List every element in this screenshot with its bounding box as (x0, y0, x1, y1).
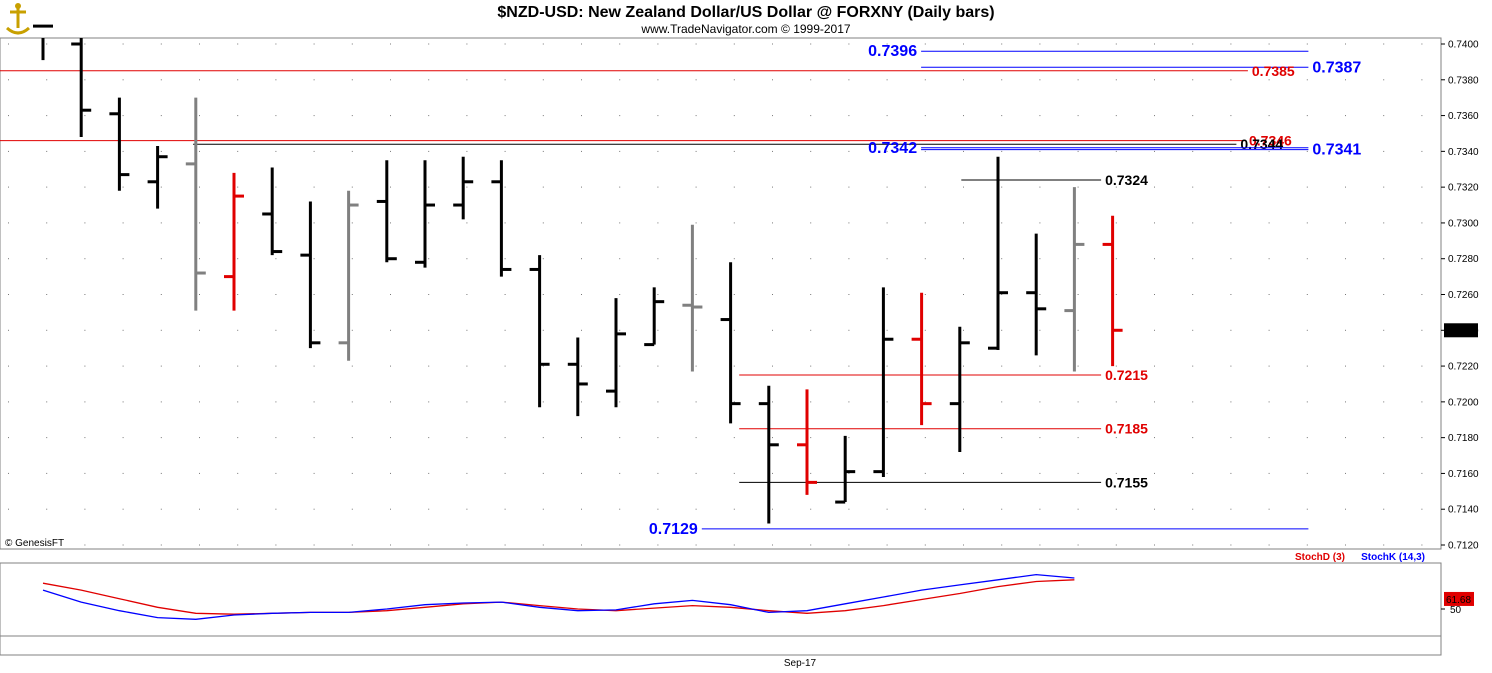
level-label: 0.7342 (868, 140, 917, 157)
y-tick-label: 0.7320 (1448, 183, 1479, 194)
y-tick-label: 0.7220 (1448, 362, 1479, 373)
price-bars (33, 24, 1123, 524)
y-tick-label: 0.7180 (1448, 433, 1479, 444)
y-tick-label: 0.7140 (1448, 505, 1479, 516)
price-grid (8, 43, 1423, 546)
level-label: 0.7385 (1252, 63, 1295, 79)
y-tick-label: 0.7360 (1448, 111, 1479, 122)
indicator-series-line (42, 579, 1075, 615)
indicator-lines (42, 573, 1075, 620)
legend-stochd: StochD (3) (1295, 552, 1345, 563)
last-price-box (1444, 323, 1478, 338)
indicator-last-box (1444, 591, 1474, 606)
price-panel (0, 37, 1442, 550)
chart-subtitle: www.TradeNavigator.com © 1999-2017 (640, 22, 850, 36)
ind-y-tick-label: 50 (1450, 605, 1462, 616)
level-label: 0.7129 (649, 521, 698, 538)
trade-navigator-logo-icon (5, 3, 31, 35)
y-tick-label: 0.7400 (1448, 40, 1479, 51)
level-label: 0.7185 (1105, 421, 1148, 437)
y-tick-label: 0.7160 (1448, 469, 1479, 480)
x-axis-label: Sep-17 (784, 658, 817, 669)
y-tick-label: 0.7380 (1448, 75, 1479, 86)
level-label: 0.7346 (1249, 133, 1292, 149)
chart-title: $NZD-USD: New Zealand Dollar/US Dollar @… (497, 4, 994, 21)
indicator-last-label: 61.68 (1446, 595, 1471, 606)
level-label: 0.7155 (1105, 474, 1148, 490)
legend-stochk: StochK (14,3) (1361, 552, 1425, 563)
level-label: 0.7215 (1105, 367, 1148, 383)
level-label: 0.7341 (1312, 142, 1361, 159)
level-label: 0.7387 (1312, 59, 1361, 76)
y-tick-label: 0.7340 (1448, 147, 1479, 158)
watermark-text: © GenesisFT (5, 538, 64, 549)
y-tick-label: 0.7120 (1448, 541, 1479, 552)
y-tick-label: 0.7260 (1448, 290, 1479, 301)
y-tick-label: 0.7280 (1448, 254, 1479, 265)
last-price-label: 0.7240 (1446, 326, 1477, 337)
level-label: 0.7324 (1105, 172, 1148, 188)
y-tick-label: 0.7200 (1448, 397, 1479, 408)
price-axis: 0.7400 0.7380 0.7360 0.7340 0.7320 0.7300 0.72… (1441, 40, 1479, 552)
indicator-series-line (42, 573, 1075, 620)
indicator-panel (0, 562, 1442, 656)
y-tick-label: 0.7300 (1448, 218, 1479, 229)
level-label: 0.7396 (868, 43, 917, 60)
